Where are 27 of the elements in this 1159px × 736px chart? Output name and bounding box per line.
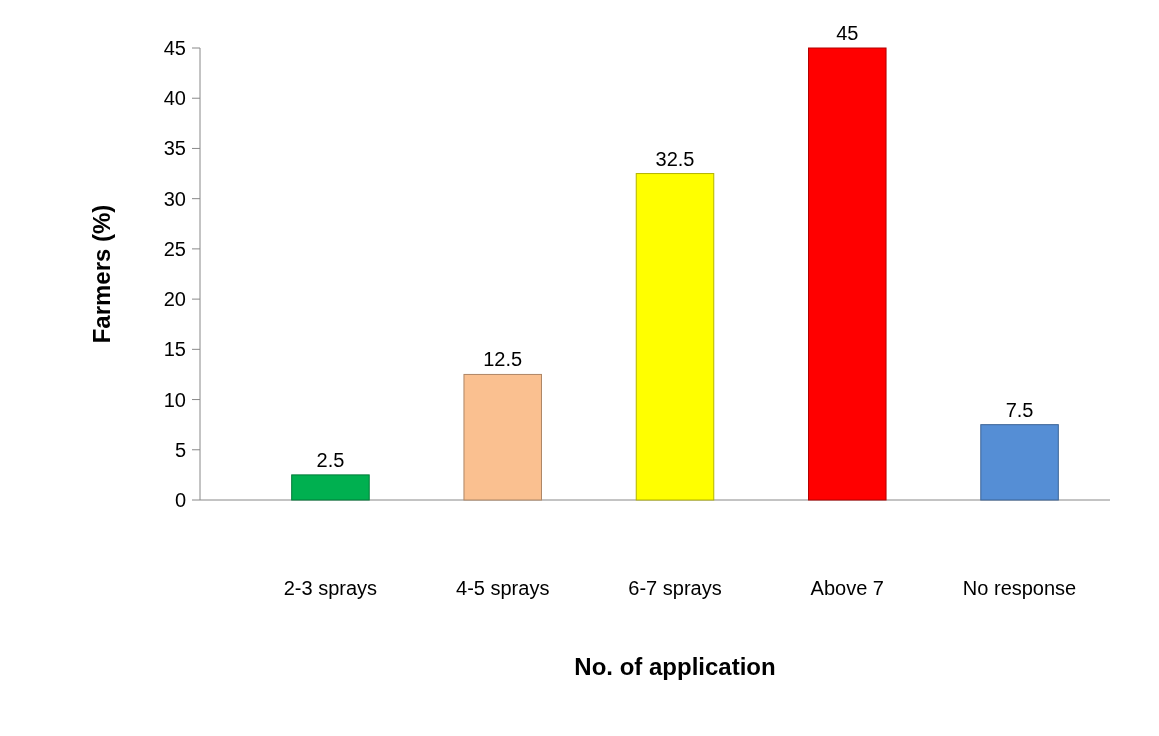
bar: [635, 173, 715, 501]
x-axis-title: No. of application: [574, 653, 776, 680]
y-tick-label: 45: [163, 37, 186, 59]
y-axis-title: Farmers (%): [88, 204, 115, 344]
y-tick-label: 25: [163, 237, 186, 260]
y-tick-label: 40: [163, 87, 186, 110]
bar: [463, 373, 542, 501]
x-tick-label: No response: [962, 577, 1077, 599]
y-tick-label: 0: [174, 489, 186, 511]
y-tick-label: 35: [163, 137, 186, 160]
x-tick-label: Above 7: [810, 577, 884, 599]
bar: [808, 47, 887, 501]
x-tick-label: 6-7 sprays: [628, 577, 722, 599]
y-tick-label: 15: [163, 338, 186, 361]
y-tick-label: 30: [163, 187, 186, 210]
data-label: 45: [836, 22, 859, 44]
data-label: 2.5: [316, 448, 345, 471]
bar: [291, 474, 370, 501]
x-tick-label: 4-5 sprays: [456, 577, 550, 599]
bar: [980, 424, 1059, 501]
x-tick-label: 2-3 sprays: [283, 577, 378, 599]
y-tick-label: 10: [163, 388, 186, 411]
data-label: 32.5: [655, 147, 695, 170]
y-tick-label: 5: [174, 438, 186, 461]
data-label: 7.5: [1005, 398, 1034, 421]
data-label: 12.5: [483, 348, 523, 371]
y-tick-label: 20: [163, 288, 186, 311]
